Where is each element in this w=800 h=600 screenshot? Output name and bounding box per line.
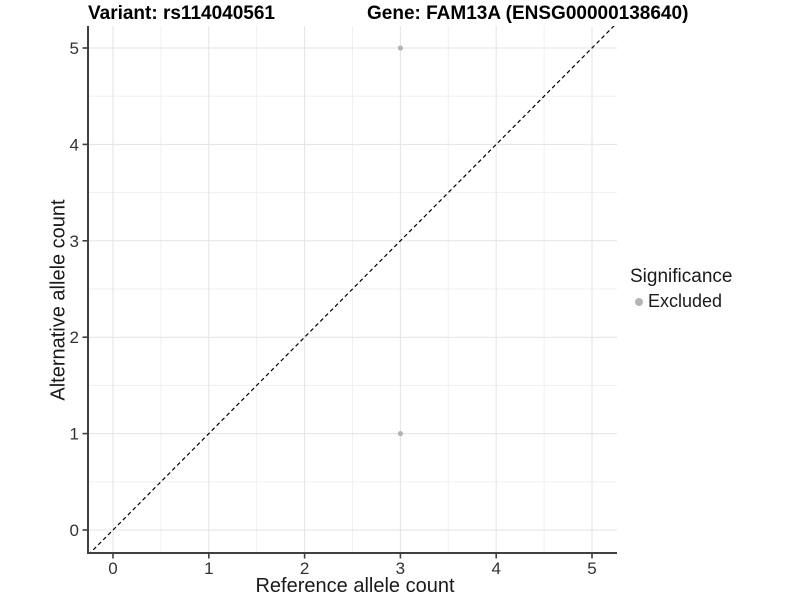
y-tick-label: 3 [70, 232, 79, 251]
y-tick-label: 1 [70, 425, 79, 444]
plot-title-gene: Gene: FAM13A (ENSG00000138640) [367, 3, 689, 24]
y-tick-label: 0 [70, 521, 79, 540]
x-tick-label: 5 [587, 559, 596, 578]
identity-dashed-line [89, 26, 615, 553]
x-tick-label: 2 [300, 559, 309, 578]
plot-title-variant: Variant: rs114040561 [88, 3, 275, 24]
x-tick-label: 3 [396, 559, 405, 578]
legend-point-icon [635, 297, 643, 306]
data-point [397, 431, 403, 437]
x-tick-label: 0 [108, 559, 117, 578]
y-tick-label: 2 [70, 328, 79, 347]
legend: Significance Excluded [630, 266, 732, 312]
data-point [397, 45, 403, 51]
x-tick-label: 1 [204, 559, 213, 578]
y-tick-label: 4 [70, 135, 79, 154]
legend-item-excluded: Excluded [630, 291, 732, 312]
legend-title: Significance [630, 266, 733, 287]
y-tick-label: 5 [70, 39, 79, 58]
x-axis-label: Reference allele count [255, 575, 455, 597]
y-axis-label: Alternative allele count [47, 199, 70, 401]
legend-item-label: Excluded [648, 291, 723, 311]
x-tick-label: 4 [491, 559, 500, 578]
